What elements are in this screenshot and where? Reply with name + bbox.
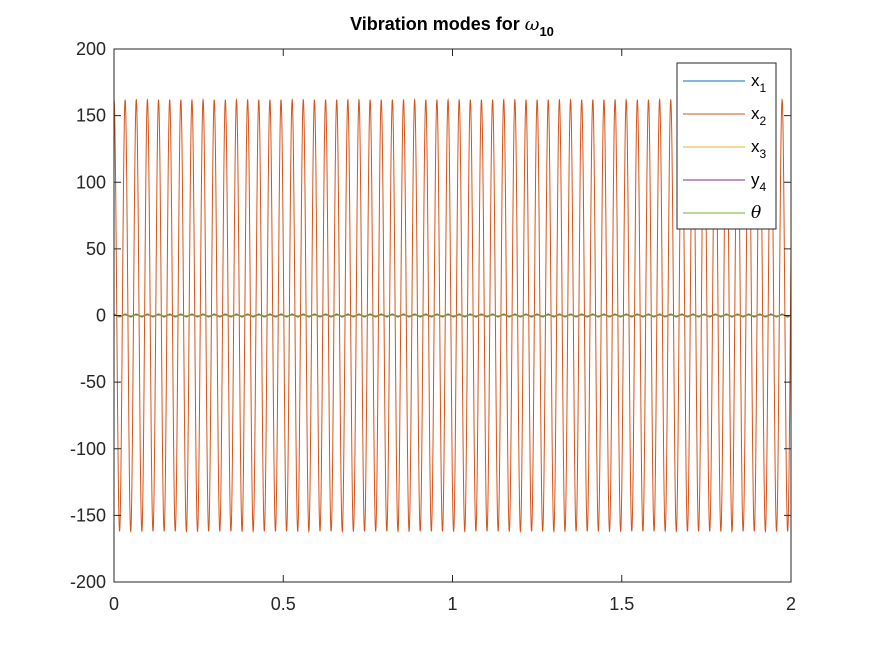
legend-box <box>676 62 777 230</box>
plot-area <box>113 97 792 534</box>
legend-label-3: x3 <box>751 137 767 161</box>
series-line-2 <box>113 97 792 534</box>
y-tick-label: 150 <box>76 106 106 126</box>
legend-label-1: x1 <box>751 71 767 95</box>
y-tick-label: -200 <box>70 572 106 592</box>
axes: 0 0.5 1 1.5 2 200 150 100 50 0 -50 -100 -150 -200 <box>70 39 796 614</box>
y-tick-label: 100 <box>76 172 106 192</box>
x-tick-label: 0 <box>109 594 119 614</box>
x-tick-label: 2 <box>786 594 796 614</box>
x-tick-label: 1 <box>447 594 457 614</box>
chart-title-text: Vibration modes for <box>350 14 525 34</box>
y-tick-label: 0 <box>96 306 106 326</box>
x-tick-label: 1.5 <box>609 594 634 614</box>
y-tick-label: -50 <box>80 372 106 392</box>
y-tick-label: -100 <box>70 439 106 459</box>
chart-title-subscript: 10 <box>539 24 553 39</box>
y-tick-label: -150 <box>70 505 106 525</box>
legend: x1 x2 x3 y4 θ <box>676 62 777 230</box>
legend-label-2: x2 <box>751 104 767 128</box>
chart-title-symbol: ω <box>525 14 540 35</box>
chart-title: Vibration modes for ω10 <box>350 14 554 39</box>
legend-label-4: y4 <box>751 170 767 194</box>
y-tick-label: 50 <box>86 239 106 259</box>
x-tick-label: 0.5 <box>271 594 296 614</box>
y-tick-label: 200 <box>76 39 106 59</box>
legend-label-5: θ <box>751 203 761 223</box>
series-line-5 <box>113 313 792 318</box>
